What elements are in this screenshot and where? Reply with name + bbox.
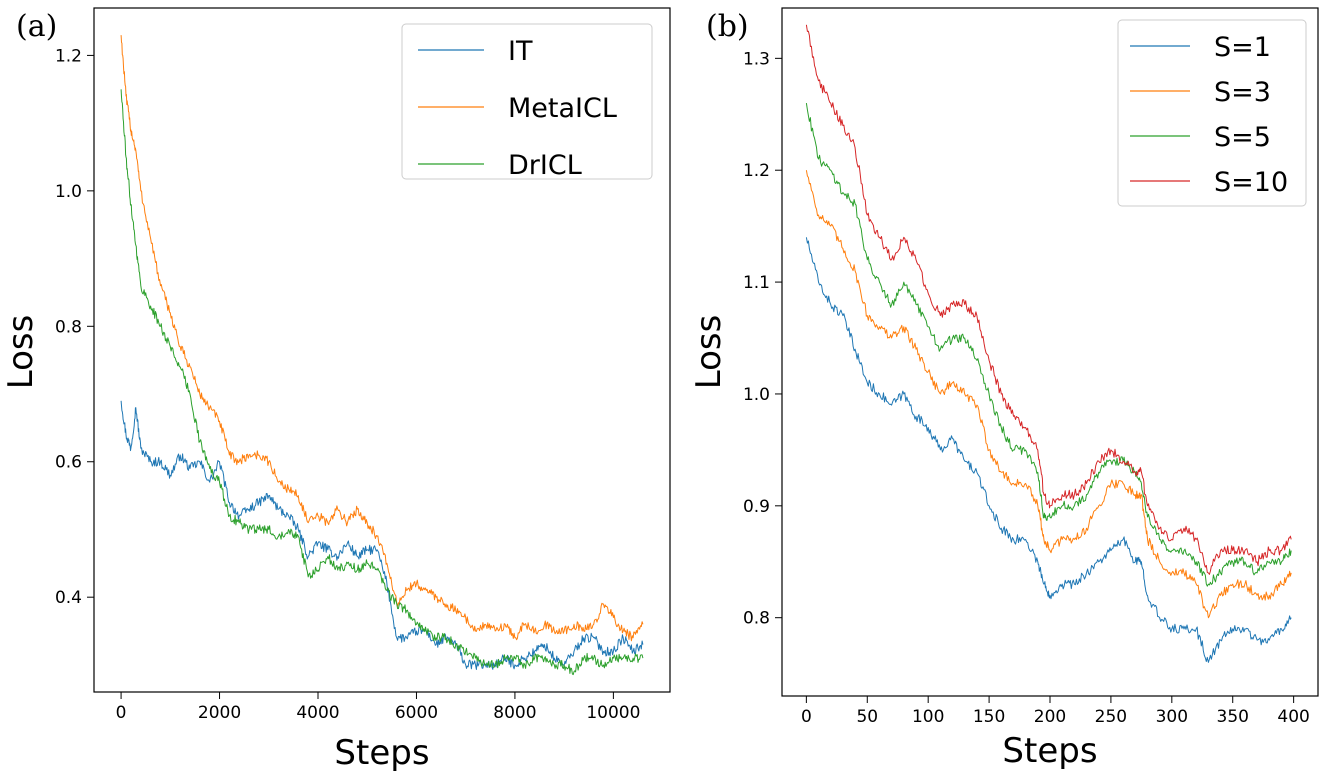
- y-tick-label: 1.1: [743, 273, 770, 293]
- x-tick-label: 250: [1095, 707, 1127, 727]
- legend-label: S=3: [1214, 77, 1271, 108]
- y-tick-label: 1.2: [55, 46, 82, 66]
- series-line-a-it: [120, 400, 644, 670]
- panel-label-b: (b): [706, 9, 749, 44]
- x-tick-label: 10000: [586, 703, 640, 723]
- x-tick-label: 2000: [198, 703, 241, 723]
- x-tick-label: 4000: [296, 703, 339, 723]
- legend-label: IT: [508, 36, 533, 67]
- series-line-b-s5: [805, 103, 1292, 587]
- x-ticks-b: 0 50 100 150 200 250 300 350 400: [801, 696, 1310, 727]
- y-tick-label: 1.0: [55, 182, 82, 202]
- y-ticks-b: 0.8 0.9 1.0 1.1 1.2 1.3: [743, 49, 782, 629]
- legend-box-b: [1117, 19, 1307, 207]
- series-line-b-s1: [805, 237, 1292, 663]
- y-tick-label: 0.4: [55, 588, 82, 608]
- y-ticks-a: 0.4 0.6 0.8 1.0 1.2: [55, 46, 94, 608]
- legend-b: S=1 S=3 S=5 S=10: [1117, 19, 1307, 207]
- panel-label-a: (a): [16, 9, 57, 44]
- chart-panel-a: (a) 0 2000 4000 6000 8000 10000 0.4 0.6 0.8 1.0 1…: [1, 7, 671, 773]
- x-tick-label: 300: [1156, 707, 1188, 727]
- legend-box-a: [401, 23, 653, 180]
- x-tick-label: 200: [1034, 707, 1066, 727]
- y-axis-title-a: Loss: [1, 315, 41, 390]
- chart-panel-b: (b) 0 50 100 150 200 250 300 350 400 0.8 0.9 1.0 1.…: [689, 7, 1319, 771]
- y-axis-title-b: Loss: [689, 315, 729, 390]
- legend-a: IT MetaICL DrICL: [401, 23, 653, 181]
- series-line-a-dricl: [120, 89, 644, 676]
- legend-label: S=5: [1214, 122, 1271, 153]
- y-tick-label: 1.2: [743, 161, 770, 181]
- x-tick-label: 0: [116, 703, 127, 723]
- x-tick-label: 50: [856, 707, 878, 727]
- x-axis-title-b: Steps: [1002, 731, 1097, 771]
- x-tick-label: 0: [801, 707, 812, 727]
- series-line-b-s3: [805, 170, 1292, 619]
- series-line-b-s10: [805, 24, 1292, 575]
- x-tick-label: 400: [1277, 707, 1309, 727]
- x-ticks-a: 0 2000 4000 6000 8000 10000: [116, 692, 640, 723]
- y-tick-label: 1.3: [743, 49, 770, 69]
- legend-label: DrICL: [508, 150, 582, 181]
- axes-frame-a: [93, 7, 671, 693]
- y-tick-label: 0.8: [743, 609, 770, 629]
- x-tick-label: 150: [973, 707, 1005, 727]
- x-tick-label: 6000: [395, 703, 438, 723]
- plot-area-a: [120, 35, 644, 676]
- plot-area-b: [805, 24, 1292, 663]
- x-tick-label: 8000: [493, 703, 536, 723]
- y-tick-label: 0.6: [55, 453, 82, 473]
- legend-label: MetaICL: [508, 93, 617, 124]
- y-tick-label: 0.9: [743, 497, 770, 517]
- x-tick-label: 100: [912, 707, 944, 727]
- x-tick-label: 350: [1217, 707, 1249, 727]
- y-tick-label: 0.8: [55, 317, 82, 337]
- y-tick-label: 1.0: [743, 385, 770, 405]
- legend-label: S=10: [1214, 167, 1288, 198]
- legend-label: S=1: [1214, 32, 1271, 63]
- x-axis-title-a: Steps: [334, 733, 429, 773]
- series-line-a-metaicl: [120, 35, 644, 642]
